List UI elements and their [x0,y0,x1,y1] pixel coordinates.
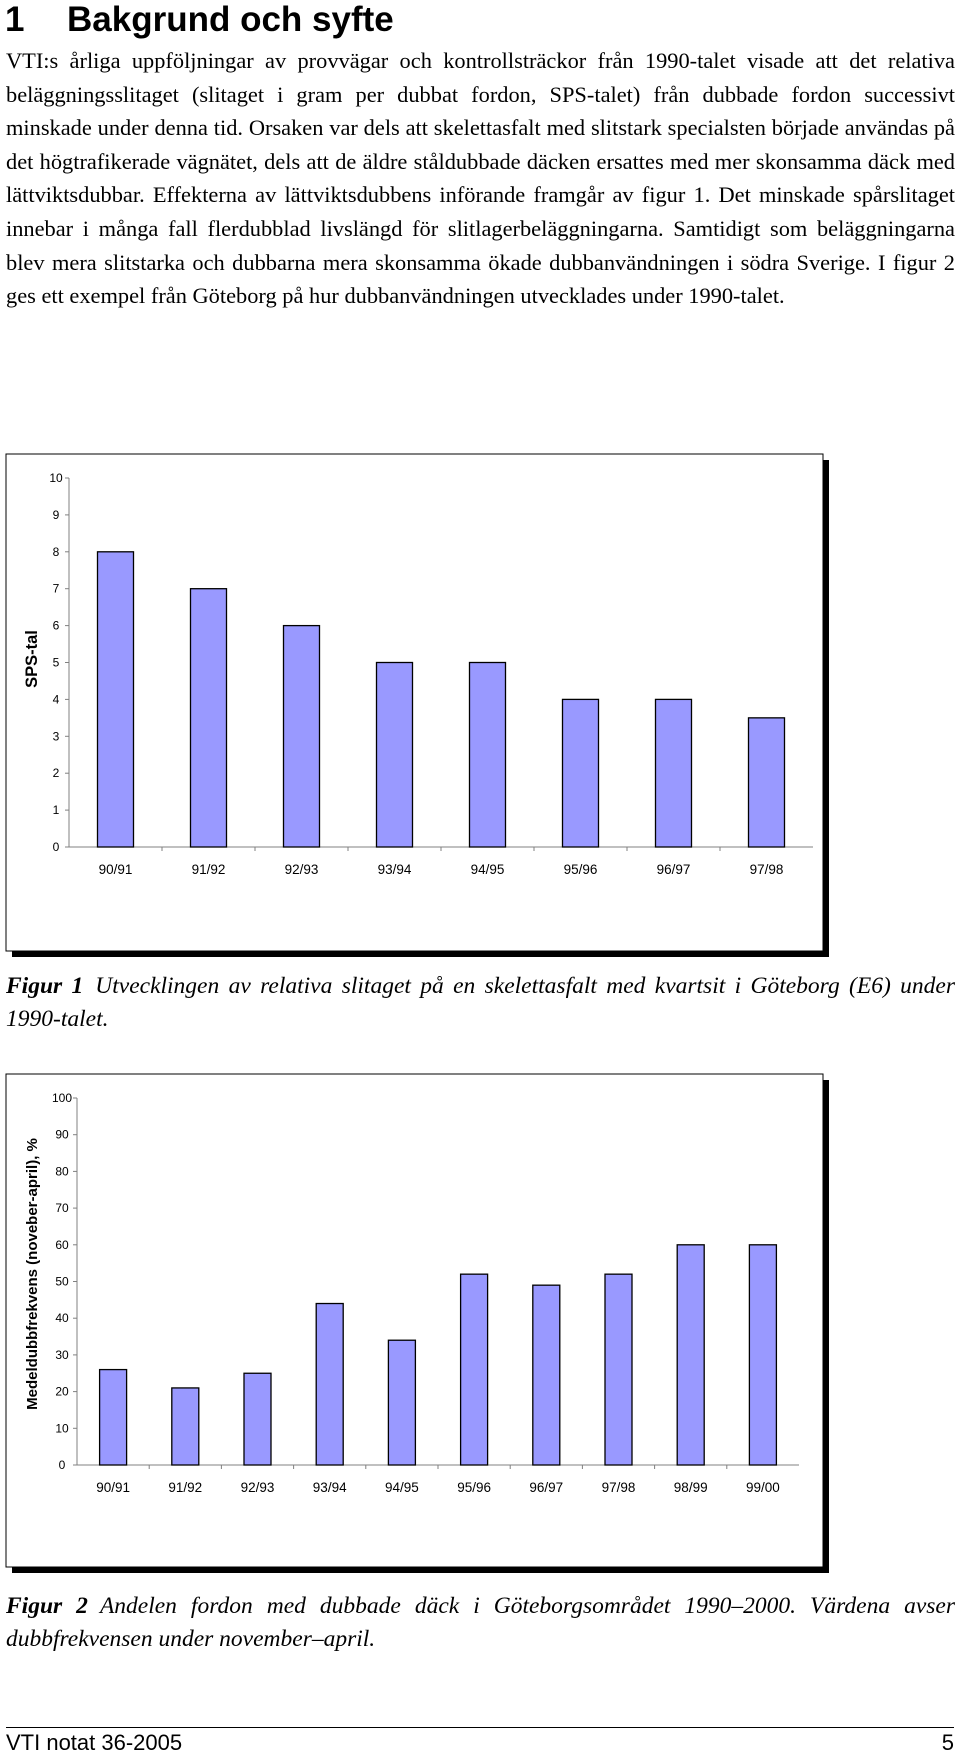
x-tick-label: 90/91 [96,1480,130,1495]
y-tick-label: 100 [52,1091,72,1105]
x-tick-label: 90/91 [99,862,133,877]
y-axis-title: SPS-tal [23,630,41,688]
bar-97-98 [604,1273,633,1466]
figure-2-caption: Figur 2 Andelen fordon med dubbade däck i… [6,1590,955,1655]
bar-94-95 [468,661,507,848]
x-tick-label: 95/96 [564,862,598,877]
y-tick-label: 5 [53,656,60,670]
bar-91-92 [171,1387,200,1466]
bar-96-97 [532,1284,561,1466]
y-tick-label: 40 [55,1311,69,1325]
figure-2-label: Figur 2 [6,1593,88,1619]
section-heading: 1 Bakgrund och syfte [5,0,394,40]
x-tick-label: 91/92 [168,1480,202,1495]
x-tick-label: 96/97 [529,1480,563,1495]
y-tick-label: 30 [55,1348,69,1362]
bar-94-95 [387,1339,417,1466]
bar-93-94 [375,661,414,848]
page-number: 5 [941,1730,954,1755]
x-tick-label: 97/98 [602,1480,636,1495]
figure-1-chart-svg: 0 1 2 3 4 5 6 7 8 9 10 90/91 91/92 92/93 93/94 94/95 95/… [5,453,829,957]
bar-95-96 [459,1273,489,1466]
figure-1-chart: 0 1 2 3 4 5 6 7 8 9 10 90/91 91/92 92/93 93/94 94/95 95/… [5,453,830,958]
figure-1-caption: Figur 1 Utvecklingen av relativa slitaget… [6,970,955,1035]
y-tick-label: 10 [49,471,63,485]
bar-90-91 [98,1368,128,1466]
y-tick-label: 50 [55,1275,69,1289]
x-tick-label: 93/94 [313,1480,347,1495]
y-tick-label: 10 [55,1421,69,1435]
y-tick-label: 60 [55,1238,69,1252]
x-tick-label: 99/00 [746,1480,780,1495]
y-tick-label: 80 [55,1164,69,1178]
y-tick-label: 90 [55,1128,69,1142]
y-tick-label: 4 [53,692,60,706]
body-paragraph: VTI:s årliga uppföljningar av provvägar … [6,48,955,309]
figure-2-chart: 0 10 20 30 40 50 60 70 80 90 100 90/91 91/92 92/93 93/… [5,1073,830,1574]
y-tick-label: 70 [55,1201,69,1215]
section-title: Bakgrund och syfte [67,0,394,39]
page-footer: VTI notat 36-2005 5 [6,1729,954,1757]
bar-92-93 [243,1372,272,1466]
y-tick-label: 0 [53,840,60,854]
bar-90-91 [96,551,135,848]
bar-99-00 [748,1244,778,1466]
bar-93-94 [315,1302,344,1466]
bar-95-96 [561,698,600,848]
bar-92-93 [282,624,321,848]
y-tick-label: 3 [53,729,60,743]
y-tick-label: 1 [53,803,60,817]
x-tick-label: 92/93 [285,862,319,877]
bar-98-99 [676,1244,705,1466]
y-tick-label: 9 [53,508,60,522]
y-tick-label: 7 [53,582,60,596]
y-axis-title: Medeldubbfrekvens (noveber-april), % [24,1138,41,1410]
y-tick-label: 6 [53,619,60,633]
x-tick-label: 91/92 [192,862,226,877]
x-tick-label: 98/99 [674,1480,708,1495]
y-tick-label: 2 [53,766,60,780]
x-tick-label: 95/96 [457,1480,491,1495]
footer-report-id: VTI notat 36-2005 [6,1730,183,1755]
y-tick-label: 0 [59,1458,66,1472]
bar-96-97 [654,698,693,848]
x-tick-label: 97/98 [750,862,784,877]
footer-divider [6,1727,954,1728]
x-tick-label: 94/95 [471,862,505,877]
x-tick-label: 96/97 [657,862,691,877]
x-tick-label: 92/93 [241,1480,275,1495]
y-tick-label: 20 [55,1385,69,1399]
section-number: 1 [5,0,25,39]
x-tick-label: 94/95 [385,1480,419,1495]
figure-1-label: Figur 1 [6,973,84,999]
bar-91-92 [189,588,228,848]
figure-2-chart-svg: 0 10 20 30 40 50 60 70 80 90 100 90/91 91/92 92/93 93/… [5,1073,829,1573]
bar-97-98 [747,717,786,848]
y-tick-label: 8 [53,545,60,559]
figure-1-caption-text: Utvecklingen av relativa slitaget på en … [6,973,955,1032]
figure-2-caption-text: Andelen fordon med dubbade däck i Götebo… [6,1593,956,1652]
x-tick-label: 93/94 [378,862,412,877]
